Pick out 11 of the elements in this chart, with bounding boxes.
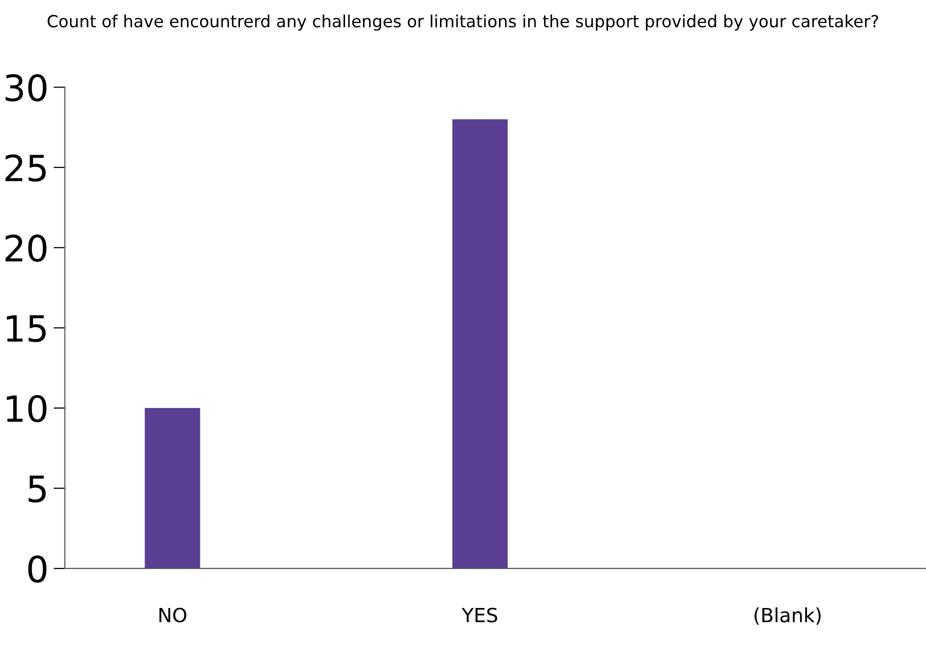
y-tick-label: 25 <box>6 154 46 182</box>
y-tick-label: 5 <box>28 476 46 502</box>
y-tick-label: 0 <box>28 555 46 583</box>
y-tick-label: 20 <box>6 234 46 262</box>
x-tick-label: NO <box>159 608 186 622</box>
y-tick-label: 15 <box>6 315 46 342</box>
x-tick-label: YES <box>462 608 498 622</box>
x-tick-label: (Blank) <box>754 607 821 625</box>
y-tick-label: 30 <box>6 74 46 102</box>
chart-title: Count of have encountrerd any challenges or limitations in the support provided by your caretaker? <box>48 14 878 31</box>
y-tick-label: 10 <box>6 394 46 422</box>
